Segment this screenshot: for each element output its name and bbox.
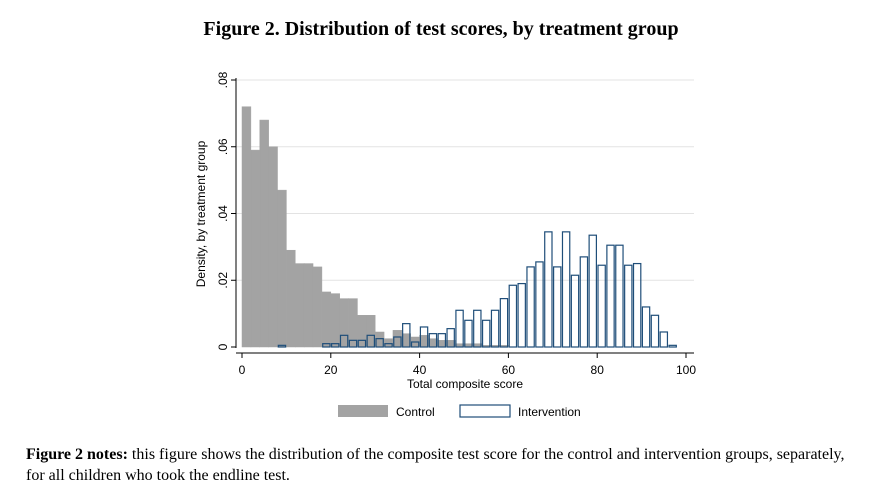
- intervention-bar-0: [277, 344, 287, 348]
- notes-label: Figure 2 notes:: [26, 446, 128, 463]
- intervention-bar-25: [535, 261, 544, 348]
- intervention-bar-40: [668, 344, 677, 348]
- y-tick-label-3: .06: [216, 138, 230, 155]
- intervention-bar-23: [517, 282, 526, 348]
- figure-notes: Figure 2 notes: this figure shows the di…: [26, 444, 866, 486]
- intervention-bar-37: [641, 306, 651, 348]
- y-axis-title: Density, by treatment group: [194, 140, 208, 287]
- x-tick-label-1: 20: [324, 363, 338, 377]
- control-bar-6: [295, 263, 305, 348]
- intervention-bar-39: [659, 331, 669, 348]
- y-tick-label-0: 0: [216, 343, 230, 350]
- notes-text: this figure shows the distribution of th…: [26, 446, 845, 484]
- intervention-bar-1: [322, 343, 331, 348]
- intervention-bar-18: [473, 309, 482, 348]
- histogram-chart: 0 .02 .04 .06 .08 0 20 40 60 80 100 Total composit…: [194, 71, 697, 419]
- intervention-bar-12: [419, 326, 429, 348]
- figure-title: Figure 2. Distribution of test scores, b…: [203, 18, 679, 40]
- intervention-bar-24: [526, 266, 535, 348]
- intervention-bar-19: [481, 319, 491, 348]
- intervention-bar-32: [597, 264, 606, 348]
- intervention-bar-31: [588, 234, 597, 348]
- intervention-bar-2: [331, 343, 340, 348]
- legend-label-intervention: Intervention: [518, 405, 581, 419]
- intervention-bar-4: [348, 339, 358, 348]
- x-tick-label-3: 60: [502, 363, 516, 377]
- control-bar-7: [303, 263, 314, 348]
- intervention-bar-11: [410, 341, 420, 348]
- intervention-bars: [277, 231, 677, 348]
- intervention-bar-36: [632, 262, 642, 348]
- legend: Control Intervention: [338, 404, 581, 419]
- legend-swatch-control: [338, 405, 388, 417]
- control-bar-2: [259, 119, 269, 348]
- intervention-bar-34: [615, 244, 624, 348]
- intervention-bar-15: [446, 328, 455, 348]
- intervention-bar-35: [624, 264, 633, 348]
- y-tick-label-2: .04: [216, 205, 230, 222]
- x-axis-title: Total composite score: [407, 377, 523, 391]
- intervention-bar-3: [339, 334, 349, 348]
- x-tick-label-0: 0: [239, 363, 246, 377]
- intervention-bar-13: [428, 333, 438, 348]
- control-bar-4: [277, 189, 287, 348]
- intervention-bar-28: [561, 231, 571, 348]
- intervention-bar-29: [570, 274, 580, 348]
- control-bar-1: [250, 149, 261, 348]
- intervention-bar-20: [490, 309, 500, 348]
- intervention-bar-30: [579, 256, 589, 348]
- intervention-bar-10: [402, 323, 411, 348]
- intervention-bar-9: [393, 336, 402, 348]
- intervention-bar-27: [552, 266, 562, 348]
- control-bar-9: [321, 291, 332, 348]
- control-bar-0: [241, 106, 252, 348]
- intervention-bar-5: [357, 339, 367, 348]
- intervention-bar-33: [606, 244, 615, 348]
- intervention-bar-8: [384, 343, 393, 348]
- y-tick-label-4: .08: [216, 71, 230, 88]
- legend-label-control: Control: [396, 405, 435, 419]
- control-bar-3: [268, 146, 278, 348]
- control-bar-8: [312, 266, 323, 348]
- intervention-bar-14: [437, 333, 447, 348]
- y-tick-label-1: .02: [216, 272, 230, 289]
- control-bars: [241, 106, 509, 348]
- x-tick-label-4: 80: [591, 363, 605, 377]
- intervention-bar-6: [366, 334, 375, 348]
- intervention-bar-38: [650, 314, 660, 348]
- control-bar-10: [330, 293, 340, 348]
- axes: 0 .02 .04 .06 .08 0 20 40 60 80 100: [216, 71, 696, 377]
- x-tick-label-5: 100: [676, 363, 696, 377]
- x-tick-label-2: 40: [413, 363, 427, 377]
- intervention-bar-7: [375, 338, 384, 348]
- intervention-bar-22: [508, 284, 518, 348]
- legend-swatch-intervention: [459, 404, 511, 418]
- intervention-bar-16: [455, 309, 464, 348]
- intervention-bar-26: [544, 231, 553, 348]
- intervention-bar-17: [464, 319, 473, 348]
- control-bar-5: [286, 249, 296, 348]
- intervention-bar-21: [499, 298, 509, 348]
